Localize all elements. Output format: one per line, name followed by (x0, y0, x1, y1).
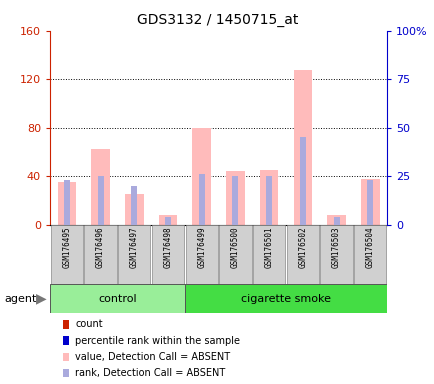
Text: GSM176497: GSM176497 (129, 227, 138, 268)
Bar (57, 182, 76, 225)
Text: GSM176498: GSM176498 (163, 227, 172, 268)
Text: GDS3132 / 1450715_at: GDS3132 / 1450715_at (137, 13, 297, 27)
Bar (293, 70, 312, 225)
Text: GSM176503: GSM176503 (331, 227, 340, 268)
Text: agent: agent (4, 293, 36, 304)
Text: GSM176501: GSM176501 (264, 227, 273, 268)
Bar (266, 176, 272, 225)
Text: value, Detection Call = ABSENT: value, Detection Call = ABSENT (75, 352, 230, 362)
Text: GSM176504: GSM176504 (365, 227, 374, 268)
Bar (164, 217, 171, 225)
Bar (91, 149, 110, 225)
Text: count: count (75, 319, 103, 329)
Text: cigarette smoke: cigarette smoke (240, 293, 330, 304)
FancyBboxPatch shape (286, 225, 318, 284)
Text: GSM176502: GSM176502 (298, 227, 307, 268)
FancyBboxPatch shape (118, 225, 150, 284)
Bar (366, 180, 372, 225)
FancyBboxPatch shape (184, 284, 386, 313)
Bar (226, 171, 244, 225)
Text: GSM176499: GSM176499 (197, 227, 206, 268)
Bar (232, 176, 238, 225)
FancyBboxPatch shape (151, 225, 184, 284)
FancyBboxPatch shape (185, 225, 217, 284)
Bar (192, 128, 210, 225)
Bar (198, 174, 204, 225)
Bar (158, 215, 177, 225)
Bar (131, 186, 137, 225)
FancyBboxPatch shape (219, 225, 251, 284)
FancyBboxPatch shape (253, 225, 285, 284)
Bar (360, 179, 379, 225)
Bar (299, 137, 305, 225)
Text: GSM176500: GSM176500 (230, 227, 240, 268)
FancyBboxPatch shape (51, 225, 83, 284)
FancyBboxPatch shape (50, 284, 184, 313)
FancyBboxPatch shape (320, 225, 352, 284)
Text: GSM176496: GSM176496 (96, 227, 105, 268)
Text: control: control (98, 293, 136, 304)
Bar (125, 194, 143, 225)
Bar (259, 170, 278, 225)
Text: percentile rank within the sample: percentile rank within the sample (75, 336, 240, 346)
FancyBboxPatch shape (353, 225, 385, 284)
Bar (333, 217, 339, 225)
FancyBboxPatch shape (84, 225, 116, 284)
Text: GSM176495: GSM176495 (62, 227, 71, 268)
Text: ▶: ▶ (36, 291, 46, 306)
Bar (64, 180, 70, 225)
Bar (326, 215, 345, 225)
Bar (97, 176, 103, 225)
Text: rank, Detection Call = ABSENT: rank, Detection Call = ABSENT (75, 368, 225, 378)
